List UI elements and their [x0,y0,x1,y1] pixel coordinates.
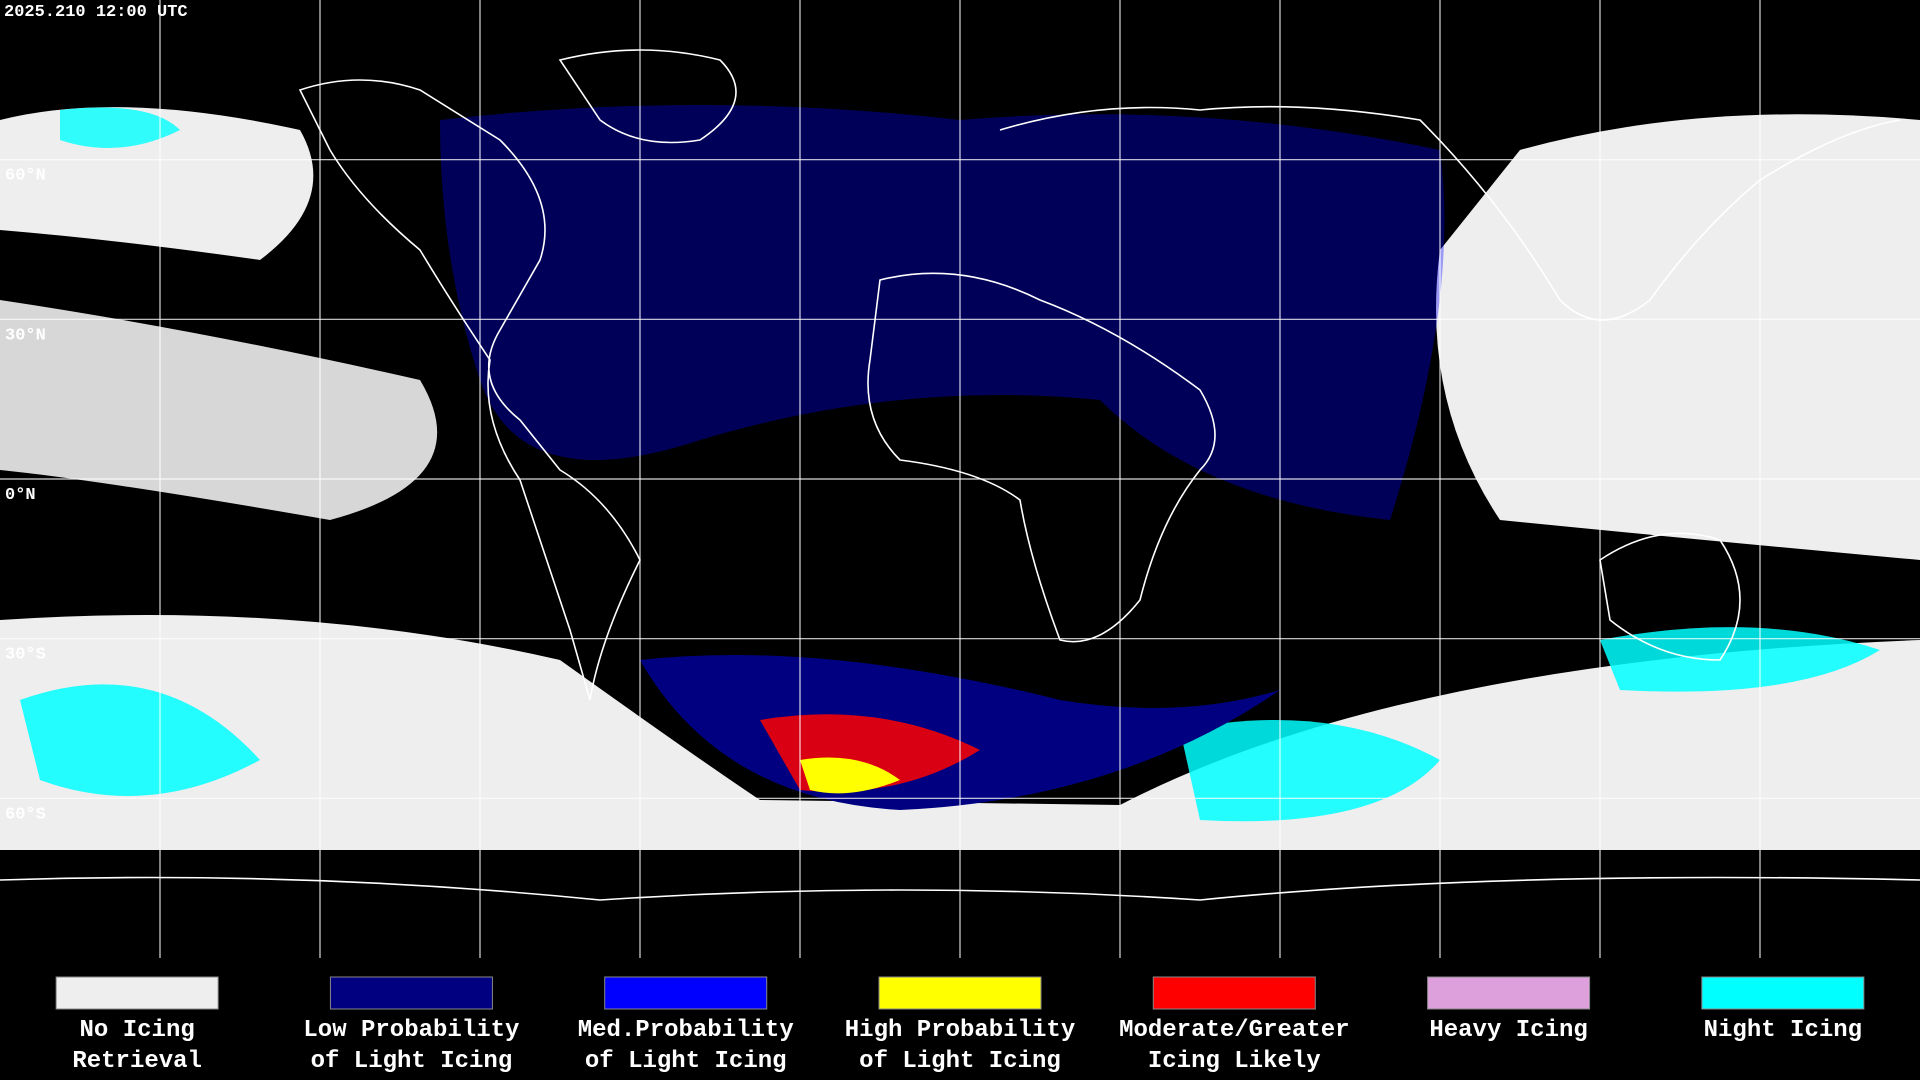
high-icing [800,757,900,794]
latitude-labels: 60°N 30°N 0°N 30°S 60°S [5,167,46,825]
legend-label: Med.Probability [578,1017,794,1044]
legend-label: of Light Icing [859,1048,1061,1075]
night-icing [60,107,180,148]
legend-label: Moderate/Greater [1119,1017,1349,1044]
legend-swatch [1701,976,1865,1010]
legend-swatch [1427,976,1591,1010]
legend-label: Low Probability [303,1017,519,1044]
coastline [298,79,641,701]
latitude-label: 60°N [5,167,46,186]
graticule [0,0,1920,958]
legend-label: of Light Icing [585,1048,787,1075]
legend-label: Retrieval [72,1048,202,1075]
legend-label: No Icing [80,1017,195,1044]
latitude-label: 60°S [5,805,46,824]
night-icing [1180,720,1440,822]
coastline [867,272,1216,643]
legend-swatch [329,976,493,1010]
coastline [0,876,1920,901]
legend-label: of Light Icing [311,1048,513,1075]
night-icing [20,684,260,796]
latitude-label: 0°N [5,486,36,505]
latitude-label: 30°S [5,646,46,665]
legend-swatch [55,976,219,1010]
legend-swatch [878,976,1042,1010]
cloud [1436,114,1920,561]
legend-label: Night Icing [1704,1017,1862,1044]
cloud [0,300,438,520]
legend-swatch [1152,976,1316,1010]
coastline [1599,532,1741,661]
cloud [0,107,314,260]
legend: No Icing Retrieval Low Probability of Light… [55,976,1865,1075]
legend-label: Heavy Icing [1429,1017,1587,1044]
legend-swatch [604,976,768,1010]
latitude-label: 30°N [5,326,46,345]
timestamp: 2025.210 12:00 UTC [4,3,188,22]
legend-label: Icing Likely [1148,1048,1321,1075]
med-icing [440,105,1445,520]
night-icing [1600,627,1880,692]
legend-label: High Probability [845,1017,1075,1044]
